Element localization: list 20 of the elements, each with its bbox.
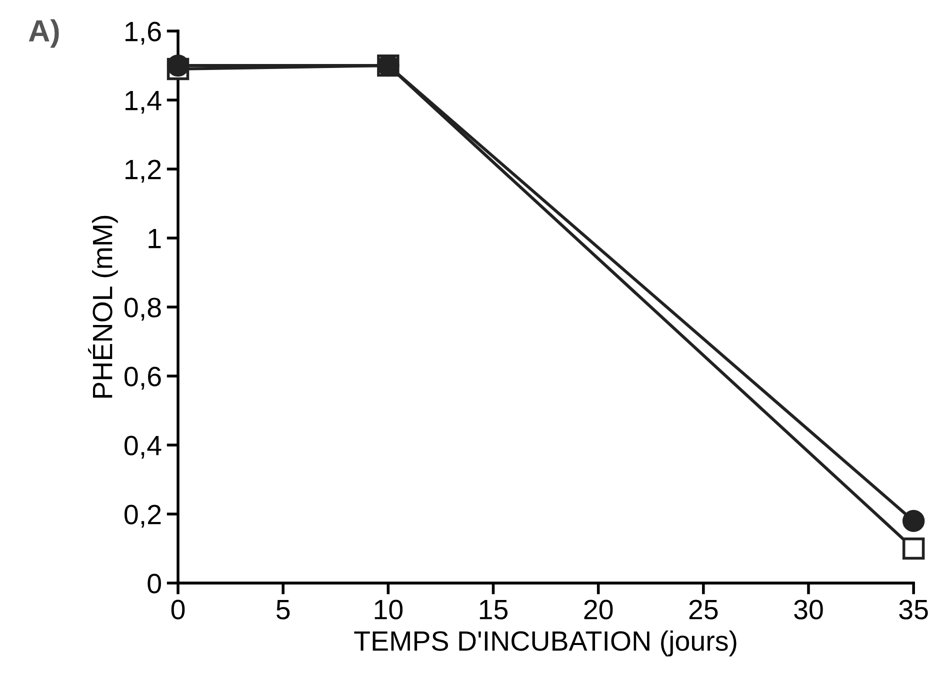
x-tick-label: 20 xyxy=(584,600,613,620)
y-tick-label: 1,2 xyxy=(126,160,161,183)
y-tick-label: 0 xyxy=(148,574,161,594)
x-axis-title: TEMPS D'INCUBATION (jours) xyxy=(354,630,736,656)
y-tick-label: 0,2 xyxy=(124,504,161,528)
y-tick-label: 1,4 xyxy=(126,91,162,114)
y-tick-label: 0,4 xyxy=(124,436,162,459)
x-tick-label: 35 xyxy=(899,600,928,620)
x-tick-label: 25 xyxy=(689,600,718,620)
x-tick-label: 0 xyxy=(171,600,185,620)
x-tick-label: 5 xyxy=(276,600,290,620)
x-tick-label: 15 xyxy=(480,600,508,620)
chart-title: A) xyxy=(28,19,59,48)
x-tick-label: 30 xyxy=(794,600,823,620)
y-axis-title: PHÉNOL (mM) xyxy=(88,216,118,398)
x-tick-label: 10 xyxy=(374,600,403,620)
y-tick-label: 0,6 xyxy=(124,366,161,390)
y-tick-label: 0,8 xyxy=(124,298,161,321)
y-tick-label: 1,6 xyxy=(126,22,161,45)
y-tick-label: 1 xyxy=(148,229,161,248)
